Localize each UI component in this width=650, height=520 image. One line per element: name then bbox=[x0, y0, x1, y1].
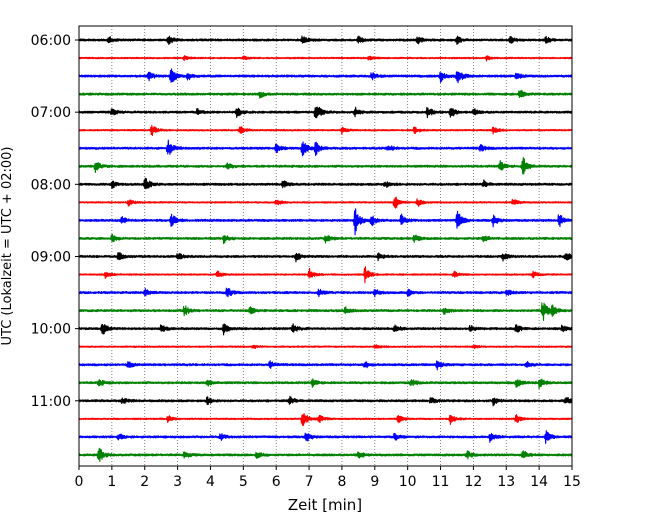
seismic-trace bbox=[78, 395, 573, 407]
seismic-trace bbox=[78, 302, 573, 321]
x-tick-label: 11 bbox=[432, 474, 450, 490]
y-tick-label: 07:00 bbox=[31, 105, 71, 121]
x-tick-label: 1 bbox=[107, 474, 116, 490]
seismic-trace bbox=[78, 157, 573, 175]
y-axis-label: UTC (Lokalzeit = UTC + 02:00) bbox=[0, 147, 15, 346]
x-axis-ticks: 0 1 2 3 4 5 6 7 8 9 10 11 12 13 14 15 bbox=[75, 466, 581, 490]
seismic-trace bbox=[78, 124, 573, 136]
x-tick-label: 10 bbox=[399, 474, 417, 490]
y-tick-label: 10:00 bbox=[31, 322, 71, 338]
x-tick-label: 13 bbox=[497, 474, 515, 490]
seismic-trace bbox=[78, 68, 573, 84]
x-tick-label: 15 bbox=[563, 474, 581, 490]
x-tick-label: 14 bbox=[530, 474, 548, 490]
plot-background bbox=[79, 26, 572, 466]
seismic-trace bbox=[78, 196, 573, 209]
seismic-trace bbox=[78, 106, 573, 119]
seismic-trace bbox=[78, 266, 573, 284]
y-axis-ticks: 06:00 07:00 08:00 09:00 10:00 11:00 bbox=[31, 33, 79, 410]
x-tick-label: 7 bbox=[305, 474, 314, 490]
seismic-trace bbox=[78, 54, 573, 62]
seismic-trace bbox=[78, 35, 573, 45]
seismic-trace bbox=[78, 413, 573, 426]
seismic-trace bbox=[78, 89, 573, 99]
seismic-trace bbox=[78, 360, 573, 371]
vertical-grid bbox=[111, 26, 540, 466]
x-tick-label: 2 bbox=[140, 474, 149, 490]
seismic-trace bbox=[78, 252, 573, 263]
y-tick-label: 08:00 bbox=[31, 177, 71, 193]
plot-frame bbox=[78, 25, 573, 467]
y-tick-label: 09:00 bbox=[31, 249, 71, 265]
seismic-trace bbox=[78, 177, 573, 190]
seismic-trace bbox=[78, 139, 573, 157]
x-tick-label: 6 bbox=[272, 474, 281, 490]
seismic-trace bbox=[78, 430, 573, 444]
x-tick-label: 9 bbox=[370, 474, 379, 490]
x-axis-label: Zeit [min] bbox=[288, 496, 362, 514]
seismic-trace bbox=[78, 323, 573, 336]
x-tick-label: 4 bbox=[206, 474, 215, 490]
x-tick-label: 0 bbox=[75, 474, 84, 490]
x-tick-label: 12 bbox=[464, 474, 482, 490]
seismic-trace bbox=[78, 233, 573, 245]
x-tick-label: 5 bbox=[239, 474, 248, 490]
seismic-trace bbox=[78, 378, 573, 390]
y-tick-label: 06:00 bbox=[31, 33, 71, 49]
seismic-trace bbox=[78, 208, 573, 236]
seismic-trace bbox=[78, 287, 573, 298]
x-tick-label: 3 bbox=[173, 474, 182, 490]
x-tick-label: 8 bbox=[337, 474, 346, 490]
trace-group bbox=[78, 35, 573, 462]
seismic-trace bbox=[78, 447, 573, 462]
seismic-trace bbox=[78, 344, 573, 350]
y-tick-label: 11:00 bbox=[31, 394, 71, 410]
